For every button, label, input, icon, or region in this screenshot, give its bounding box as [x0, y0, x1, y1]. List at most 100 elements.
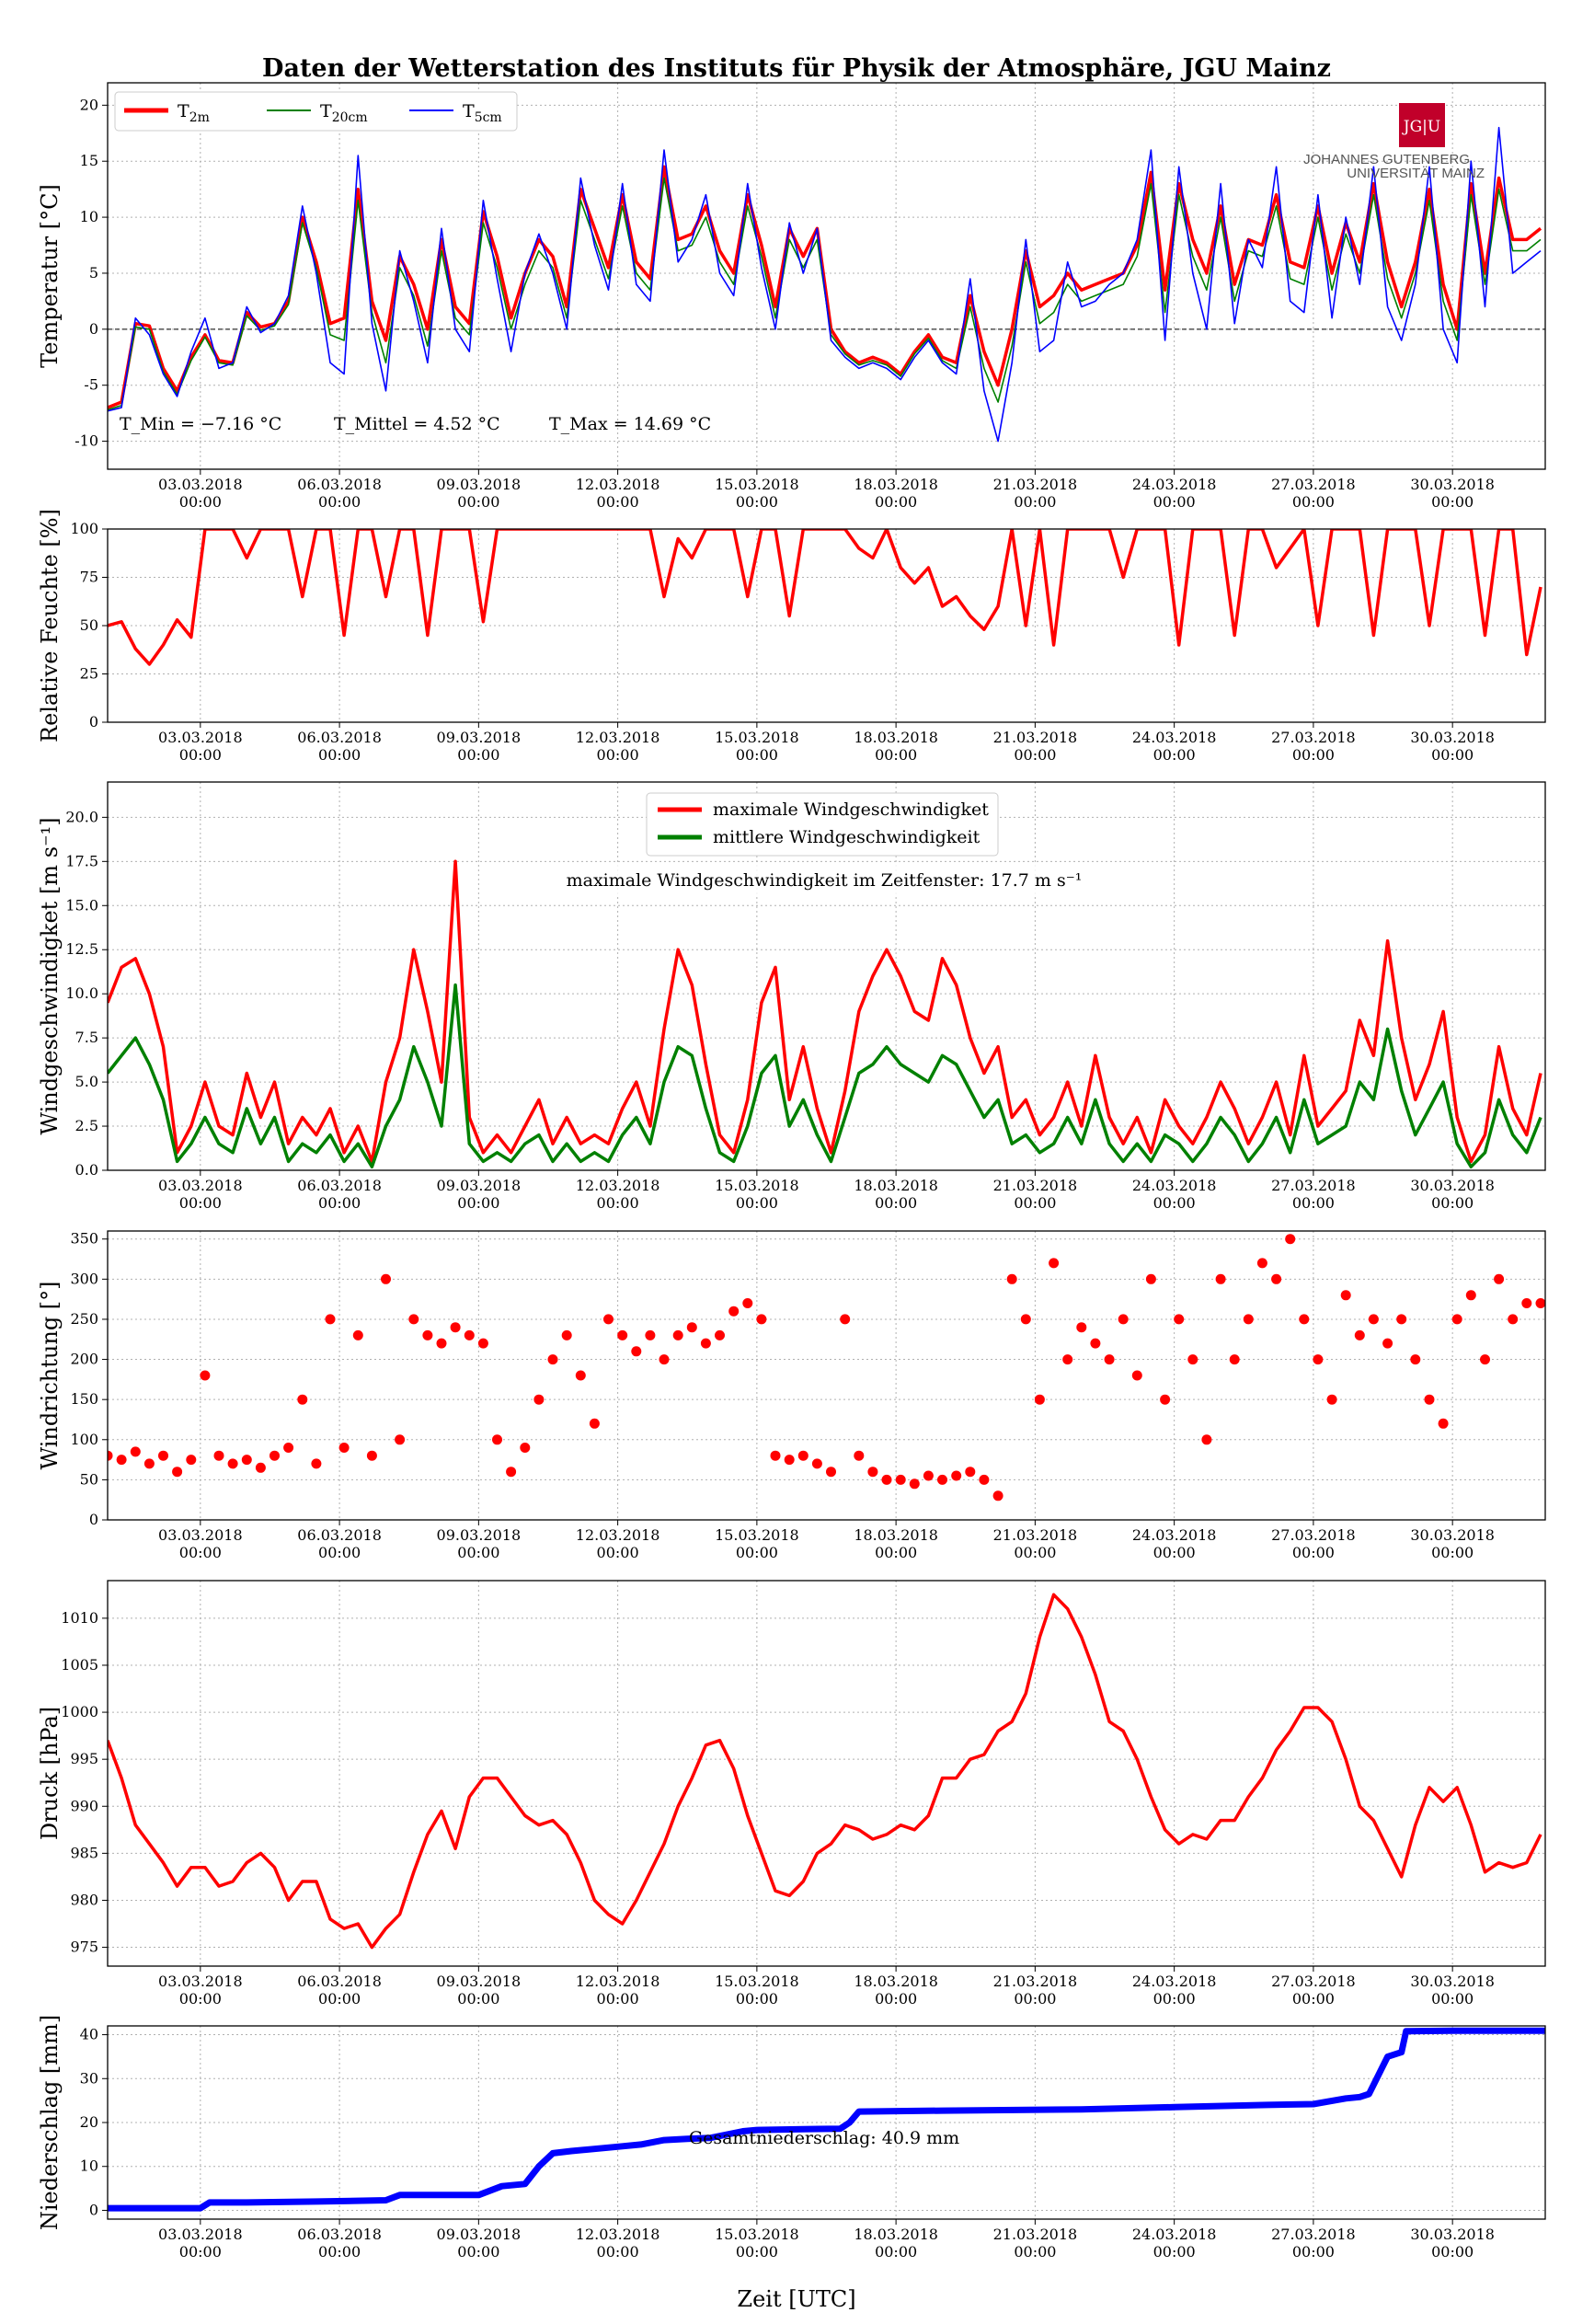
- wind-direction-point: [1382, 1338, 1393, 1349]
- plot-area: [108, 859, 1542, 1168]
- panel-frame: [107, 82, 1546, 470]
- panel-frame: [107, 1580, 1546, 1967]
- y-tick-label: 1000: [61, 1703, 98, 1720]
- y-tick-label: 20: [80, 96, 98, 113]
- y-tick-label: 5.0: [75, 1073, 98, 1090]
- wind-direction-point: [283, 1443, 294, 1453]
- wind-direction-point: [617, 1329, 628, 1340]
- x-tick-label: 09.03.2018: [437, 476, 522, 493]
- x-tick-label: 09.03.2018: [437, 1526, 522, 1544]
- y-tick-label: 10.0: [65, 984, 98, 1002]
- y-tick-label: 0: [89, 2201, 98, 2218]
- legend-label: maximale Windgeschwindigket: [713, 800, 989, 820]
- x-tick-time-label: 00:00: [1431, 746, 1474, 764]
- x-tick-label: 18.03.2018: [854, 1973, 938, 1990]
- wind-direction-point: [116, 1455, 127, 1466]
- x-tick-label: 09.03.2018: [437, 2226, 522, 2243]
- wind-direction-point: [811, 1458, 822, 1469]
- x-tick-label: 12.03.2018: [576, 1973, 660, 1990]
- wind-direction-point: [520, 1443, 531, 1453]
- x-tick-label: 03.03.2018: [158, 729, 243, 746]
- panel-frame: [107, 1230, 1546, 1521]
- x-tick-label: 03.03.2018: [158, 1177, 243, 1194]
- wind-direction-point: [477, 1338, 488, 1349]
- wind-direction-point: [1438, 1418, 1449, 1429]
- wind-direction-point: [241, 1455, 252, 1466]
- wind-direction-point: [854, 1450, 865, 1461]
- wind-direction-point: [1354, 1329, 1365, 1340]
- wind-direction-point: [867, 1467, 878, 1478]
- y-tick-label: 12.5: [65, 940, 98, 958]
- wind-direction-point: [575, 1370, 586, 1381]
- wind-direction-point: [951, 1470, 962, 1481]
- y-tick-label: 1005: [61, 1656, 98, 1674]
- x-tick-time-label: 00:00: [1014, 493, 1056, 511]
- x-tick-time-label: 00:00: [457, 493, 499, 511]
- wind-direction-point: [645, 1329, 656, 1340]
- x-tick-label: 30.03.2018: [1410, 729, 1495, 746]
- wind-direction-point: [1187, 1354, 1198, 1365]
- y-tick-label: 150: [70, 1390, 98, 1408]
- logo-line1: JOHANNES GUTENBERG: [1303, 152, 1470, 167]
- y-tick-label: 5: [89, 264, 98, 282]
- x-tick-time-label: 00:00: [457, 2243, 499, 2261]
- x-tick-time-label: 00:00: [1292, 2243, 1335, 2261]
- y-axis-label: Druck [hPa]: [37, 1707, 63, 1840]
- wind-direction-point: [1062, 1354, 1073, 1365]
- wind-direction-point: [1229, 1354, 1240, 1365]
- x-tick-time-label: 00:00: [1153, 1544, 1196, 1561]
- wind-direction-point: [728, 1306, 740, 1317]
- x-tick-label: 27.03.2018: [1271, 1526, 1356, 1544]
- wind-direction-point: [408, 1314, 419, 1325]
- wind-direction-point: [1131, 1370, 1142, 1381]
- wind-direction-point: [1076, 1322, 1087, 1333]
- x-tick-label: 21.03.2018: [993, 729, 1078, 746]
- x-tick-label: 15.03.2018: [715, 1973, 799, 1990]
- wind-direction-point: [1299, 1314, 1310, 1325]
- wind-direction-point: [1396, 1314, 1407, 1325]
- x-tick-time-label: 00:00: [1292, 493, 1335, 511]
- wind-direction-point: [325, 1314, 336, 1325]
- wind-direction-point: [1256, 1258, 1267, 1269]
- y-tick-label: 7.5: [75, 1029, 98, 1046]
- logo-mark-text: JG|U: [1402, 118, 1440, 136]
- wind-direction-point: [492, 1434, 502, 1445]
- y-tick-label: 30: [80, 2069, 98, 2087]
- series-line-T5cm: [108, 126, 1542, 443]
- x-tick-time-label: 00:00: [597, 1544, 639, 1561]
- wind-direction-point: [700, 1338, 711, 1349]
- x-tick-time-label: 00:00: [736, 746, 778, 764]
- panel-2: 025507510003.03.201800:0006.03.201800:00…: [37, 509, 1546, 764]
- x-tick-label: 18.03.2018: [854, 1526, 938, 1544]
- wind-direction-point: [1049, 1258, 1060, 1269]
- figure-title: Daten der Wetterstation des Instituts fü…: [262, 54, 1331, 83]
- legend-label: mittlere Windgeschwindigkeit: [713, 827, 980, 847]
- wind-direction-point: [186, 1455, 197, 1466]
- y-tick-label: 350: [70, 1230, 98, 1248]
- wind-direction-point: [1201, 1434, 1212, 1445]
- wind-direction-point: [631, 1346, 642, 1357]
- x-tick-label: 06.03.2018: [297, 476, 382, 493]
- wind-direction-point: [1104, 1354, 1115, 1365]
- x-tick-label: 18.03.2018: [854, 476, 938, 493]
- legend: T2m T20cm T5cm: [114, 91, 518, 132]
- logo-line2: UNIVERSITÄT MAINZ: [1347, 166, 1485, 181]
- x-tick-label: 15.03.2018: [715, 476, 799, 493]
- wind-direction-point: [1521, 1298, 1532, 1308]
- x-tick-time-label: 00:00: [1153, 746, 1196, 764]
- annotation-bg: [564, 865, 1085, 896]
- x-tick-time-label: 00:00: [179, 1990, 222, 2008]
- x-tick-time-label: 00:00: [318, 493, 361, 511]
- x-tick-label: 27.03.2018: [1271, 1973, 1356, 1990]
- x-tick-label: 27.03.2018: [1271, 476, 1356, 493]
- x-tick-label: 03.03.2018: [158, 1973, 243, 1990]
- x-tick-time-label: 00:00: [1014, 2243, 1056, 2261]
- y-tick-label: 17.5: [65, 852, 98, 869]
- total-precipitation-annotation: Gesamtniederschlag: 40.9 mm: [689, 2128, 959, 2148]
- wind-direction-point: [797, 1450, 808, 1461]
- wind-direction-point: [1451, 1314, 1462, 1325]
- x-tick-label: 21.03.2018: [993, 2226, 1078, 2243]
- x-tick-time-label: 00:00: [597, 2243, 639, 2261]
- wind-direction-point: [1410, 1354, 1421, 1365]
- x-tick-time-label: 00:00: [1014, 1544, 1056, 1561]
